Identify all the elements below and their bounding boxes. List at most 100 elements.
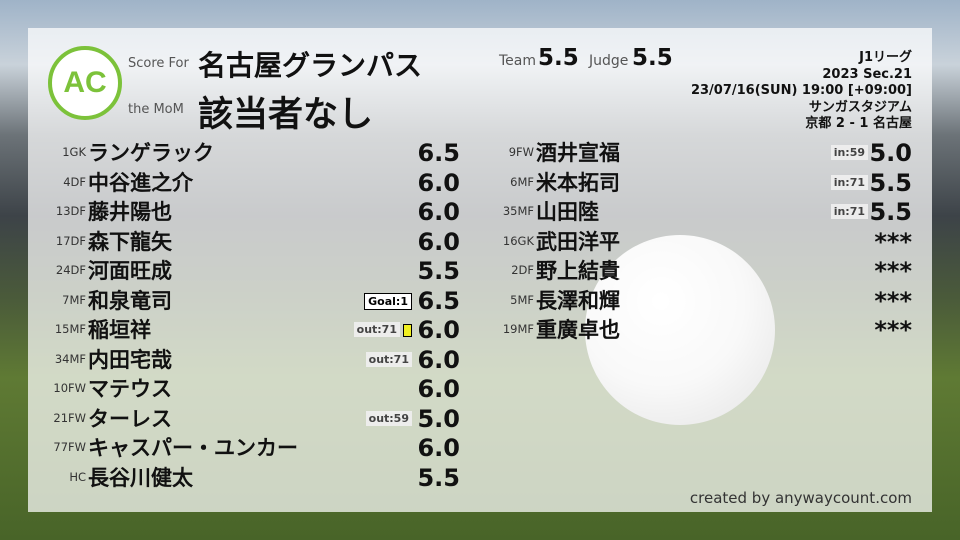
player-position: 16GK [502, 233, 534, 248]
player-rating: 5.0 [869, 139, 912, 167]
player-event-tag: out:59 [365, 410, 412, 426]
player-row: 9FW 酒井宣福 [478, 138, 620, 166]
player-name: 酒井宣福 [536, 141, 620, 165]
player-rating: *** [874, 286, 912, 315]
player-position: 17DF [55, 233, 86, 248]
player-rating: 6.5 [417, 139, 460, 167]
player-rating: 6.0 [417, 198, 460, 226]
player-name: 河面旺成 [88, 259, 172, 283]
player-row: 10FW マテウス [30, 374, 172, 402]
player-row: 77FW キャスパー・ユンカー [30, 433, 298, 461]
player-row: 16GK 武田洋平 [478, 227, 620, 255]
player-name: ターレス [88, 406, 172, 431]
player-event-tag: in:71 [830, 174, 868, 190]
player-row: 2DF 野上結貴 [478, 256, 620, 284]
player-position: 2DF [511, 263, 534, 277]
player-position: 1GK [62, 145, 86, 159]
player-name: 森下龍矢 [88, 229, 172, 254]
team-score-label: Team [499, 53, 537, 69]
player-rating: 6.0 [417, 227, 460, 256]
judge-score-label: Judge [589, 53, 629, 69]
player-rating: 5.5 [869, 168, 912, 197]
player-position: 9FW [508, 145, 534, 159]
player-position: 15MF [54, 322, 86, 336]
player-name: 武田洋平 [536, 229, 620, 254]
match-info: J1リーグ 2023 Sec.21 23/07/16(SUN) 19:00 [+… [691, 50, 912, 133]
credit: created by anywaycount.com [689, 489, 912, 507]
player-name: 藤井陽也 [88, 200, 172, 224]
league: J1リーグ [859, 50, 912, 65]
player-row: 17DF 森下龍矢 [30, 227, 172, 255]
player-position: 10FW [53, 381, 86, 395]
player-position: 6MF [510, 174, 534, 189]
judge-score: 5.5 [632, 45, 673, 71]
player-rating: 6.5 [417, 286, 460, 315]
venue: サンガスタジアム [808, 99, 912, 115]
team-name: 名古屋グランパス [198, 49, 423, 82]
player-rating: 5.5 [417, 463, 460, 492]
player-rating: 5.5 [417, 257, 460, 285]
player-row: 4DF 中谷進之介 [30, 168, 193, 196]
player-position: 35MF [502, 204, 534, 218]
player-name: 稲垣祥 [88, 318, 151, 342]
player-name: 米本拓司 [536, 170, 620, 195]
player-row: 24DF 河面旺成 [30, 256, 172, 284]
player-event-tag: in:59 [830, 145, 868, 160]
player-position: 7MF [62, 292, 86, 307]
player-rating: *** [874, 316, 912, 344]
player-row: 1GK ランゲラック [30, 138, 214, 166]
player-rating: 6.0 [417, 345, 460, 374]
player-event-tag: out:71 [365, 351, 412, 367]
player-row: 13DF 藤井陽也 [30, 197, 172, 225]
result: 京都 2 - 1 名古屋 [805, 116, 912, 131]
player-position: 4DF [63, 174, 86, 189]
player-name: 和泉竜司 [88, 288, 172, 313]
player-position: HC [69, 469, 86, 484]
player-name: 野上結貴 [536, 259, 620, 283]
player-name: 内田宅哉 [88, 347, 172, 372]
section: 2023 Sec.21 [822, 66, 912, 82]
player-position: 21FW [53, 410, 86, 425]
player-rating: 6.0 [417, 434, 460, 462]
player-rating: 5.5 [869, 198, 912, 226]
player-position: 77FW [53, 440, 86, 454]
player-event-tag: out:71 [353, 322, 400, 337]
player-row: 15MF 稲垣祥 [30, 315, 151, 343]
player-row: 34MF 内田宅哉 [30, 345, 172, 373]
anywaycount-logo: AC [48, 46, 122, 120]
player-name: 長谷川健太 [88, 465, 193, 490]
datetime: 23/07/16(SUN) 19:00 [+09:00] [690, 83, 912, 98]
player-event-tag: in:71 [830, 204, 868, 219]
player-name: 山田陸 [536, 200, 599, 224]
player-row: 6MF 米本拓司 [478, 168, 620, 196]
player-row: 5MF 長澤和輝 [478, 286, 620, 314]
player-row: 19MF 重廣卓也 [478, 315, 620, 343]
yellow-card-icon [403, 324, 412, 337]
team-score: 5.5 [538, 45, 579, 71]
player-position: 24DF [55, 263, 86, 277]
player-position: 5MF [510, 292, 534, 307]
player-name: 重廣卓也 [536, 318, 620, 342]
player-rating: *** [874, 227, 912, 256]
player-row: 7MF 和泉竜司 [30, 286, 172, 314]
player-rating: 6.0 [417, 168, 460, 197]
player-rating: 6.0 [417, 375, 460, 403]
logo-text: AC [63, 66, 107, 99]
player-name: マテウス [88, 377, 172, 401]
player-name: キャスパー・ユンカー [88, 436, 298, 460]
player-row: HC 長谷川健太 [30, 463, 193, 491]
score-for-label: Score For [128, 56, 189, 71]
mom-label: the MoM [128, 102, 184, 117]
player-rating: *** [874, 257, 912, 285]
player-position: 34MF [54, 351, 86, 366]
player-rating: 5.0 [417, 404, 460, 433]
player-name: 中谷進之介 [88, 170, 193, 195]
player-position: 13DF [55, 204, 86, 218]
player-rating: 6.0 [417, 316, 460, 344]
player-event-tag: Goal:1 [364, 292, 412, 310]
player-row: 21FW ターレス [30, 404, 172, 432]
player-name: 長澤和輝 [536, 288, 620, 313]
mom-value: 該当者なし [198, 95, 374, 135]
score-panel [28, 28, 932, 512]
player-name: ランゲラック [88, 141, 214, 165]
